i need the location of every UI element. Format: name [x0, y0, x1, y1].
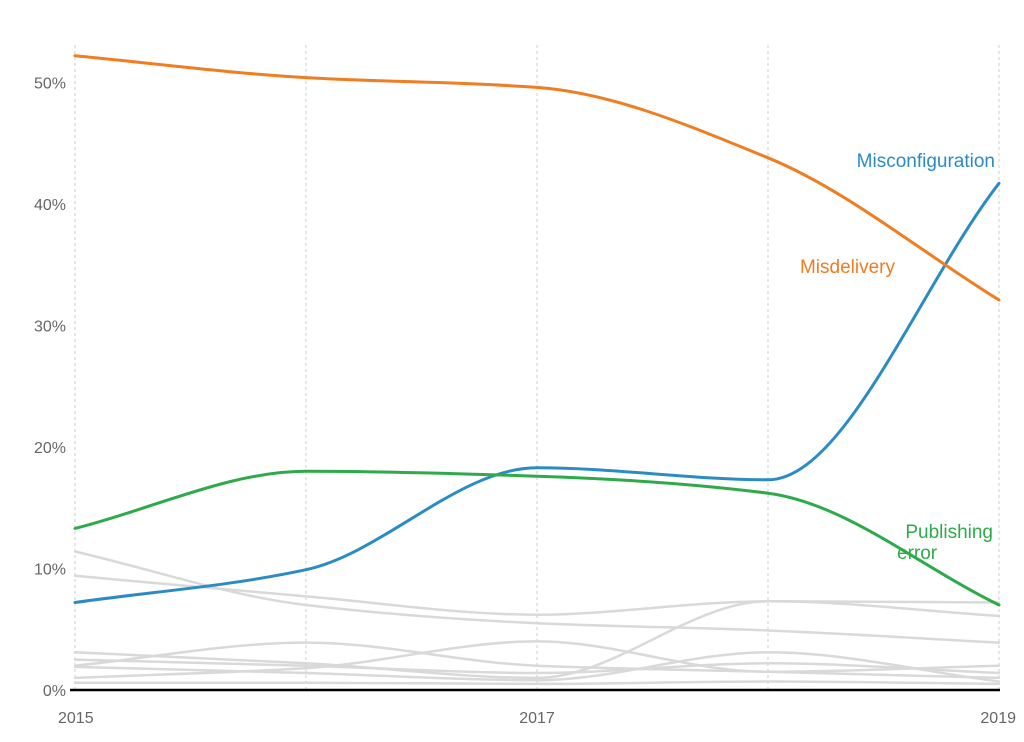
- series-line-publishing-error: [73, 469, 1001, 607]
- x-tick-label: 2017: [519, 710, 555, 727]
- series-label-misdelivery: Misdelivery: [800, 257, 896, 278]
- series-labels: Misconfiguration Misdelivery Publishingerr…: [800, 151, 995, 564]
- series-line-other-2: [73, 574, 1001, 616]
- series-line-other-4: [73, 641, 1001, 680]
- series-label-publishing-error: error: [897, 543, 938, 564]
- x-axis-tick-labels: 2015 2017 2019: [58, 710, 1016, 727]
- y-axis-tick-labels: 0% 10% 20% 30% 40% 50%: [34, 76, 66, 701]
- x-tick-label: 2015: [58, 710, 94, 727]
- series-line-other-6: [73, 658, 1001, 675]
- background-series-lines: [73, 550, 1001, 686]
- series-line-other-7: [73, 651, 1001, 683]
- x-tick-label: 2019: [980, 710, 1016, 727]
- series-line-other-3: [73, 600, 1001, 680]
- series-line-other-8: [73, 680, 1001, 686]
- grid-lines: [74, 45, 1000, 690]
- y-tick-label: 0%: [43, 683, 66, 700]
- y-tick-label: 30%: [34, 319, 66, 336]
- series-line-misdelivery: [73, 54, 1001, 302]
- y-tick-label: 20%: [34, 440, 66, 457]
- y-tick-label: 50%: [34, 76, 66, 93]
- series-label-misconfiguration: Misconfiguration: [857, 151, 995, 172]
- series-label-publishing-error: Publishing: [905, 522, 993, 543]
- series-line-other-1: [73, 550, 1001, 644]
- y-tick-label: 10%: [34, 562, 66, 579]
- series-line-misconfiguration: [73, 181, 1001, 604]
- y-tick-label: 40%: [34, 197, 66, 214]
- highlighted-series-lines: [73, 54, 1001, 607]
